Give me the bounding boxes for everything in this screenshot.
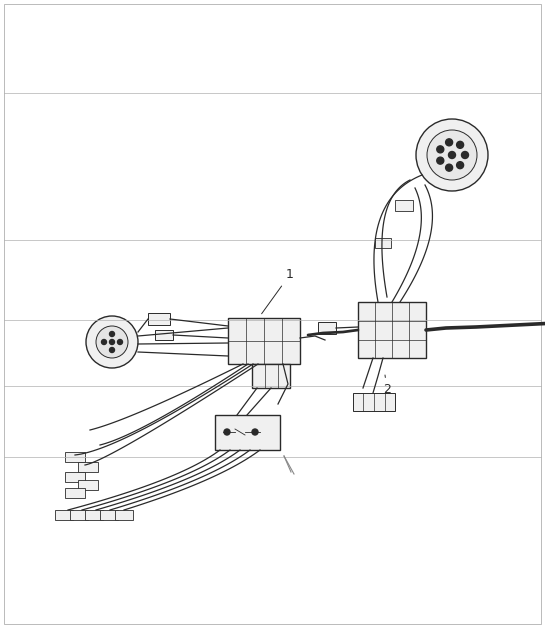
Circle shape — [449, 151, 456, 158]
Circle shape — [101, 340, 106, 345]
Bar — [228, 318, 300, 364]
Bar — [318, 322, 336, 334]
Circle shape — [437, 146, 444, 153]
Text: 1: 1 — [262, 268, 294, 314]
Circle shape — [457, 161, 464, 169]
Circle shape — [110, 340, 114, 345]
Circle shape — [86, 316, 138, 368]
Bar — [78, 480, 98, 490]
Bar — [55, 510, 73, 520]
Circle shape — [110, 332, 114, 337]
Circle shape — [252, 429, 258, 435]
Bar — [78, 462, 98, 472]
Bar — [65, 472, 85, 482]
Bar — [252, 364, 290, 388]
Circle shape — [110, 347, 114, 352]
Bar — [148, 313, 170, 325]
Circle shape — [416, 119, 488, 191]
Circle shape — [457, 141, 464, 148]
Bar — [375, 238, 391, 248]
Bar — [85, 510, 103, 520]
Circle shape — [118, 340, 123, 345]
Bar — [353, 393, 395, 411]
Bar — [100, 510, 118, 520]
Circle shape — [446, 139, 452, 146]
Circle shape — [437, 157, 444, 164]
Circle shape — [446, 164, 452, 171]
Bar — [65, 488, 85, 498]
Bar — [358, 302, 426, 358]
Text: 2: 2 — [383, 375, 391, 396]
Circle shape — [462, 151, 469, 158]
Bar — [70, 510, 88, 520]
Bar — [65, 452, 85, 462]
Circle shape — [427, 130, 477, 180]
Circle shape — [96, 326, 128, 358]
Circle shape — [224, 429, 230, 435]
Bar — [395, 200, 413, 211]
Bar — [215, 415, 280, 450]
Bar — [155, 330, 173, 340]
Bar — [115, 510, 133, 520]
